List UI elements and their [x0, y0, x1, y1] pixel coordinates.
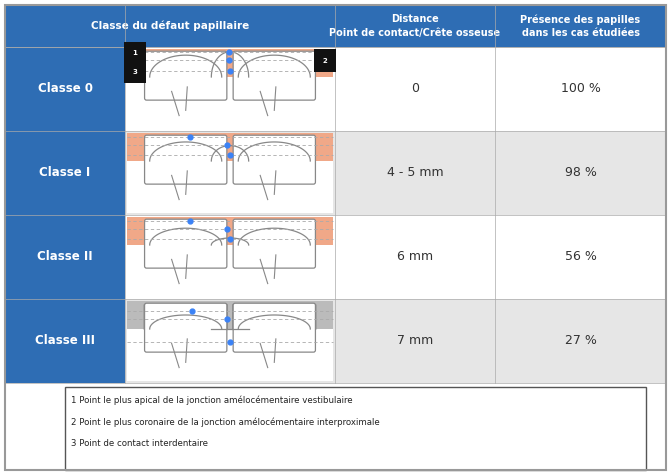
Bar — [5, 131, 125, 215]
FancyBboxPatch shape — [144, 304, 227, 330]
Text: Distance
Point de contact/Crête osseuse: Distance Point de contact/Crête osseuse — [329, 14, 501, 38]
Text: 1: 1 — [133, 50, 138, 57]
Text: Classe II: Classe II — [37, 250, 93, 264]
Text: Présence des papilles
dans les cas étudiées: Présence des papilles dans les cas étudi… — [521, 14, 641, 38]
Bar — [127, 49, 333, 77]
Bar — [127, 133, 333, 161]
Text: 27 %: 27 % — [564, 334, 597, 348]
Bar — [5, 215, 125, 299]
Text: 0: 0 — [411, 83, 419, 95]
Text: 6 mm: 6 mm — [397, 250, 433, 264]
Text: 3: 3 — [133, 69, 138, 75]
Text: 7 mm: 7 mm — [397, 334, 433, 348]
Bar — [5, 5, 666, 47]
Bar — [127, 217, 333, 297]
Bar — [127, 301, 333, 329]
FancyBboxPatch shape — [233, 303, 315, 352]
FancyBboxPatch shape — [144, 51, 227, 100]
FancyBboxPatch shape — [144, 219, 227, 268]
Bar — [5, 47, 666, 131]
Bar — [5, 299, 125, 383]
FancyBboxPatch shape — [233, 135, 315, 184]
Bar — [5, 215, 666, 299]
Text: 100 %: 100 % — [560, 83, 601, 95]
Text: 2: 2 — [323, 57, 327, 64]
Text: Classe III: Classe III — [35, 334, 95, 348]
Text: 3 Point de contact interdentaire: 3 Point de contact interdentaire — [71, 439, 208, 448]
Bar — [5, 299, 666, 383]
Bar — [127, 217, 333, 245]
Bar — [127, 49, 333, 129]
Bar — [5, 47, 125, 131]
Text: 56 %: 56 % — [564, 250, 597, 264]
FancyBboxPatch shape — [144, 135, 227, 184]
Text: 1 Point le plus apical de la jonction amélocémentaire vestibulaire: 1 Point le plus apical de la jonction am… — [71, 395, 353, 405]
FancyBboxPatch shape — [233, 219, 315, 268]
Text: Classe 0: Classe 0 — [38, 83, 93, 95]
Bar — [65, 387, 646, 470]
Text: 4 - 5 mm: 4 - 5 mm — [386, 167, 444, 180]
Bar — [5, 131, 666, 215]
Text: 98 %: 98 % — [564, 167, 597, 180]
FancyBboxPatch shape — [144, 303, 227, 352]
Bar — [127, 301, 333, 381]
Bar — [5, 383, 666, 470]
FancyBboxPatch shape — [233, 51, 315, 100]
Text: Classe du défaut papillaire: Classe du défaut papillaire — [91, 21, 249, 31]
Bar — [127, 133, 333, 213]
FancyBboxPatch shape — [233, 304, 316, 330]
Text: 2 Point le plus coronaire de la jonction amélocémentaire interproximale: 2 Point le plus coronaire de la jonction… — [71, 417, 380, 427]
Text: Classe I: Classe I — [40, 167, 91, 180]
